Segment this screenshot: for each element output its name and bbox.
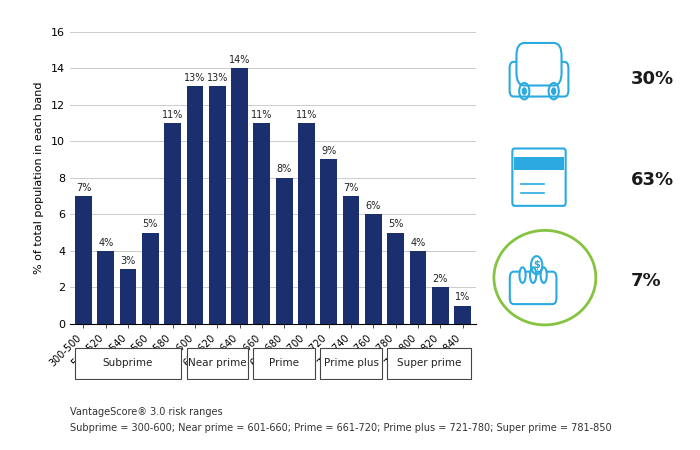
Text: Super prime: Super prime: [397, 358, 461, 368]
Text: 7%: 7%: [631, 272, 661, 290]
FancyBboxPatch shape: [512, 148, 566, 206]
Circle shape: [552, 88, 556, 94]
FancyBboxPatch shape: [517, 43, 561, 86]
Text: $: $: [533, 260, 540, 270]
Bar: [343, 196, 359, 324]
Bar: [164, 123, 181, 324]
FancyBboxPatch shape: [187, 348, 248, 378]
Bar: [75, 196, 92, 324]
Bar: [209, 86, 225, 324]
Ellipse shape: [519, 267, 526, 283]
Text: 5%: 5%: [388, 219, 403, 230]
FancyBboxPatch shape: [321, 348, 382, 378]
Y-axis label: % of total population in each band: % of total population in each band: [34, 81, 44, 274]
Text: 11%: 11%: [251, 110, 272, 120]
Bar: [187, 86, 203, 324]
Text: 13%: 13%: [184, 73, 206, 83]
Text: Subprime = 300-600; Near prime = 601-660; Prime = 661-720; Prime plus = 721-780;: Subprime = 300-600; Near prime = 601-660…: [70, 423, 612, 433]
Text: 2%: 2%: [433, 274, 448, 284]
Text: 7%: 7%: [76, 183, 91, 193]
Text: 63%: 63%: [631, 171, 674, 189]
Text: 9%: 9%: [321, 146, 337, 156]
Text: Subprime: Subprime: [103, 358, 153, 368]
Ellipse shape: [540, 267, 547, 283]
Bar: [387, 233, 404, 324]
Text: 6%: 6%: [366, 201, 381, 211]
Bar: [514, 158, 564, 170]
Text: 5%: 5%: [143, 219, 158, 230]
Text: 30%: 30%: [631, 70, 674, 88]
Bar: [97, 251, 114, 324]
Bar: [120, 269, 136, 324]
Text: 4%: 4%: [98, 238, 113, 248]
FancyBboxPatch shape: [387, 348, 471, 378]
Bar: [253, 123, 270, 324]
Circle shape: [522, 88, 526, 94]
FancyBboxPatch shape: [510, 62, 568, 97]
Bar: [454, 306, 471, 324]
Bar: [231, 68, 248, 324]
Text: Prime plus: Prime plus: [323, 358, 379, 368]
Text: 11%: 11%: [162, 110, 183, 120]
Text: 13%: 13%: [206, 73, 228, 83]
Text: Near prime: Near prime: [188, 358, 246, 368]
Ellipse shape: [530, 267, 536, 283]
Bar: [321, 159, 337, 324]
Text: 8%: 8%: [276, 164, 292, 175]
Text: 11%: 11%: [296, 110, 317, 120]
Bar: [410, 251, 426, 324]
Text: Prime: Prime: [270, 358, 299, 368]
Bar: [142, 233, 159, 324]
Bar: [432, 288, 449, 324]
Bar: [365, 214, 382, 324]
Text: 1%: 1%: [455, 292, 470, 302]
Text: 4%: 4%: [410, 238, 426, 248]
Text: 3%: 3%: [120, 256, 136, 266]
Bar: [276, 178, 293, 324]
Text: VantageScore® 3.0 risk ranges: VantageScore® 3.0 risk ranges: [70, 407, 223, 417]
Text: 14%: 14%: [229, 55, 250, 65]
FancyBboxPatch shape: [253, 348, 315, 378]
FancyBboxPatch shape: [75, 348, 181, 378]
Text: 7%: 7%: [344, 183, 359, 193]
FancyBboxPatch shape: [510, 272, 556, 304]
Bar: [298, 123, 315, 324]
